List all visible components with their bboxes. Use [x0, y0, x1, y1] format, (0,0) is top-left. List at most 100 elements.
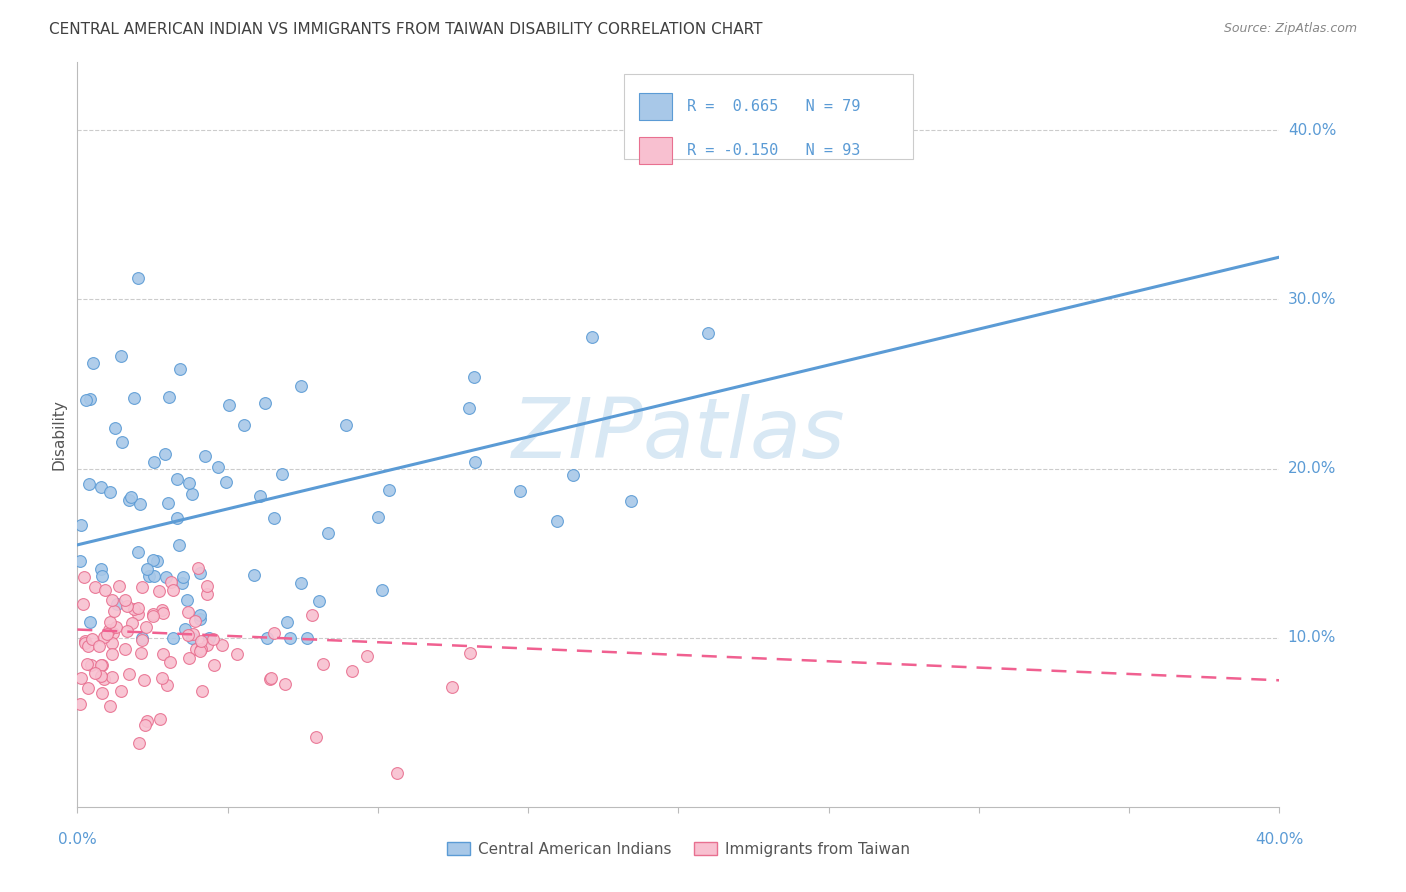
Point — [79, 615, 101, 629]
Point — [150, 671, 173, 685]
Point — [73, 634, 96, 648]
Point — [132, 673, 155, 687]
Point — [83, 666, 105, 681]
Point — [378, 483, 401, 497]
Point — [120, 490, 142, 504]
Point — [260, 672, 283, 686]
Point — [141, 607, 163, 621]
Point — [142, 608, 165, 623]
Point — [155, 447, 177, 461]
Point — [335, 417, 357, 432]
Point — [157, 496, 180, 510]
Point — [254, 396, 277, 410]
Point — [73, 570, 96, 584]
Text: Source: ZipAtlas.com: Source: ZipAtlas.com — [1223, 22, 1357, 36]
Text: CENTRAL AMERICAN INDIAN VS IMMIGRANTS FROM TAIWAN DISABILITY CORRELATION CHART: CENTRAL AMERICAN INDIAN VS IMMIGRANTS FR… — [49, 22, 762, 37]
Point — [114, 642, 136, 657]
Text: R =  0.665   N = 79: R = 0.665 N = 79 — [686, 99, 860, 113]
Point — [80, 657, 103, 672]
Point — [295, 631, 318, 645]
Point — [167, 538, 190, 552]
Point — [77, 476, 100, 491]
Point — [69, 554, 91, 568]
Point — [122, 391, 145, 405]
Point — [90, 657, 112, 672]
Point — [183, 627, 205, 641]
Point — [75, 393, 97, 408]
Point — [98, 484, 121, 499]
Point — [100, 593, 122, 607]
Point — [197, 631, 219, 645]
Point — [76, 681, 98, 695]
Point — [581, 330, 603, 344]
Point — [135, 620, 157, 634]
Point — [177, 476, 200, 491]
Text: 0.0%: 0.0% — [58, 832, 97, 847]
Point — [135, 714, 157, 729]
Point — [458, 401, 481, 415]
Point — [177, 628, 200, 642]
Point — [150, 603, 173, 617]
FancyBboxPatch shape — [638, 137, 672, 164]
Point — [249, 489, 271, 503]
Point — [162, 631, 184, 645]
Point — [440, 680, 463, 694]
Point — [316, 526, 339, 541]
Point — [166, 511, 188, 525]
Point — [259, 673, 281, 687]
Point — [70, 518, 93, 533]
Point — [509, 484, 531, 499]
Point — [256, 631, 278, 645]
Point — [371, 582, 394, 597]
Point — [96, 627, 118, 641]
Point — [215, 475, 238, 489]
Point — [84, 580, 107, 594]
Point — [90, 686, 112, 700]
Point — [187, 561, 209, 575]
Point — [135, 562, 157, 576]
Point — [195, 638, 218, 652]
Point — [138, 569, 160, 583]
Point — [367, 510, 389, 524]
Point — [118, 492, 141, 507]
Point — [93, 630, 115, 644]
Point — [69, 672, 91, 686]
Point — [190, 634, 212, 648]
Point — [145, 554, 167, 568]
Point — [169, 361, 191, 376]
Point — [177, 650, 200, 665]
Point — [93, 673, 115, 687]
Point — [194, 450, 217, 464]
Point — [183, 615, 205, 629]
Point — [143, 455, 166, 469]
Point — [127, 545, 149, 559]
Point — [190, 642, 212, 657]
Point — [308, 594, 330, 608]
Point — [385, 766, 408, 780]
Point — [98, 699, 121, 714]
Point — [311, 657, 333, 671]
Text: 40.0%: 40.0% — [1256, 832, 1303, 847]
Point — [152, 606, 174, 620]
Point — [278, 631, 301, 645]
Point — [142, 569, 165, 583]
Point — [128, 736, 150, 750]
Point — [111, 434, 134, 449]
Point — [131, 580, 153, 594]
Point — [72, 597, 94, 611]
Text: 40.0%: 40.0% — [1288, 123, 1336, 137]
Point — [157, 390, 180, 404]
Point — [464, 455, 486, 469]
Point — [142, 552, 165, 566]
Point — [107, 579, 129, 593]
Point — [127, 270, 149, 285]
FancyBboxPatch shape — [624, 74, 912, 160]
Point — [211, 638, 233, 652]
Point — [195, 579, 218, 593]
Point — [184, 641, 207, 656]
Point — [356, 648, 378, 663]
Point — [127, 600, 149, 615]
Point — [263, 626, 285, 640]
Point — [82, 356, 104, 370]
Point — [546, 514, 568, 528]
